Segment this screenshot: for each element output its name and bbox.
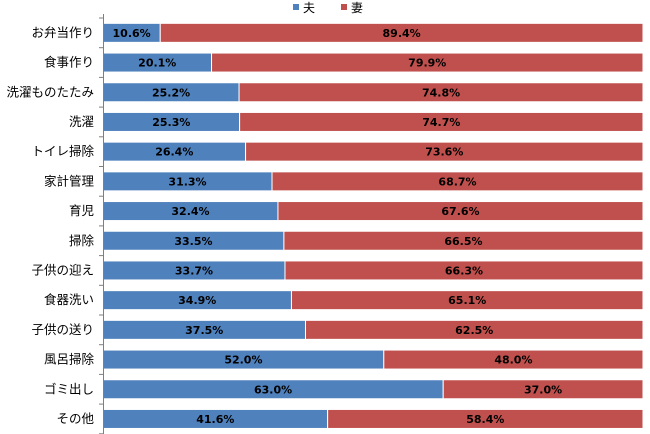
bar-segment-wife (211, 52, 644, 73)
legend-swatch-1 (341, 4, 347, 10)
value-label: 33.5% (174, 235, 212, 248)
value-label: 41.6% (196, 413, 234, 426)
category-label: お弁当作り (31, 25, 94, 40)
bar-segment-wife (283, 230, 644, 251)
value-label: 48.0% (494, 354, 532, 367)
category-label: 洗濯 (69, 114, 94, 129)
bar-segment-wife (305, 319, 644, 340)
value-label: 68.7% (438, 175, 476, 188)
value-label: 74.8% (422, 86, 460, 99)
category-label: 掃除 (69, 233, 95, 248)
value-label: 66.3% (445, 264, 483, 277)
bars (102, 22, 644, 429)
value-label: 33.7% (175, 264, 213, 277)
value-label: 25.2% (152, 86, 190, 99)
value-label: 37.0% (524, 383, 562, 396)
value-label: 52.0% (224, 354, 262, 367)
category-label: 育児 (69, 203, 94, 218)
category-label: 食事作り (44, 55, 94, 70)
bar-segment-wife (290, 290, 644, 311)
value-label: 79.9% (408, 57, 446, 70)
legend-label-0: 夫 (303, 1, 315, 15)
value-label: 31.3% (168, 175, 206, 188)
value-label: 63.0% (254, 383, 292, 396)
category-label: 家計管理 (44, 173, 95, 188)
bar-segment-wife (383, 349, 644, 370)
value-label: 32.4% (171, 205, 209, 218)
legend-label-1: 妻 (351, 1, 363, 15)
bar-segment-wife (442, 379, 644, 400)
category-label: 食器洗い (44, 292, 94, 307)
value-label: 10.6% (113, 27, 151, 40)
value-label: 62.5% (455, 324, 493, 337)
value-label: 74.7% (422, 116, 460, 129)
category-label: 風呂掃除 (44, 352, 95, 367)
bar-segment-wife (271, 171, 644, 192)
category-label: その他 (56, 411, 94, 426)
bar-segment-wife (284, 260, 644, 281)
category-label: 子供の送り (31, 322, 94, 337)
axis (99, 14, 104, 434)
category-label: 子供の迎え (31, 262, 94, 277)
value-labels: 10.6% 89.4% 20.1% 79.9% 25.2% 74.8% 25.3% 74.7%… (113, 27, 563, 426)
value-label: 66.5% (444, 235, 482, 248)
value-label: 58.4% (466, 413, 504, 426)
bar-segment-wife (245, 141, 644, 162)
bar-segment-wife (277, 201, 644, 222)
category-label: トイレ掃除 (31, 144, 94, 159)
value-label: 65.1% (448, 294, 486, 307)
legend-swatch-0 (293, 4, 299, 10)
bar-segment-wife (239, 111, 644, 132)
category-labels: お弁当作り食事作り洗濯ものたたみ洗濯トイレ掃除家計管理育児掃除子供の迎え食器洗い… (6, 25, 94, 426)
legend: 夫妻 (293, 1, 363, 15)
value-label: 89.4% (383, 27, 421, 40)
value-label: 34.9% (178, 294, 216, 307)
value-label: 25.3% (152, 116, 190, 129)
bar-segment-wife (159, 22, 644, 43)
bar-segment-wife (238, 82, 644, 103)
category-label: ゴミ出し (44, 381, 94, 396)
value-label: 73.6% (425, 146, 463, 159)
value-label: 26.4% (155, 146, 193, 159)
value-label: 20.1% (138, 57, 176, 70)
bar-segment-wife (327, 408, 644, 429)
value-label: 37.5% (185, 324, 223, 337)
category-label: 洗濯ものたたみ (6, 84, 94, 99)
value-label: 67.6% (441, 205, 479, 218)
